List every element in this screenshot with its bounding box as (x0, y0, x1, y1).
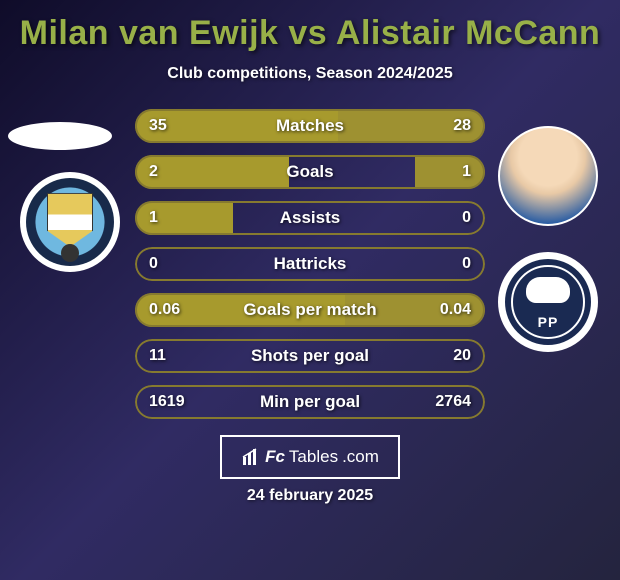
stat-label: Matches (276, 116, 344, 136)
footer-brand-bold: Fc (265, 447, 285, 467)
stat-value-left: 0 (149, 255, 158, 273)
stat-label: Goals (286, 162, 333, 182)
stat-value-right: 28 (453, 117, 471, 135)
stat-label: Min per goal (260, 392, 360, 412)
stat-row: 35 Matches 28 (135, 109, 485, 143)
footer-brand: FcTables.com (220, 435, 400, 479)
stat-label: Hattricks (274, 254, 347, 274)
stat-row: 2 Goals 1 (135, 155, 485, 189)
player-avatar-left (8, 122, 112, 150)
club-badge-left-ball (61, 244, 79, 262)
date-label: 24 february 2025 (0, 487, 620, 505)
stat-row: 1 Assists 0 (135, 201, 485, 235)
stat-value-right: 1 (462, 163, 471, 181)
stat-value-left: 0.06 (149, 301, 180, 319)
stat-value-right: 0.04 (440, 301, 471, 319)
page-title: Milan van Ewijk vs Alistair McCann (0, 14, 620, 53)
stat-value-left: 2 (149, 163, 158, 181)
stat-value-left: 1 (149, 209, 158, 227)
stat-row: 1619 Min per goal 2764 (135, 385, 485, 419)
stat-value-left: 1619 (149, 393, 185, 411)
stats-list: 35Matches282Goals11Assists00Hattricks00.… (135, 109, 485, 419)
stat-fill-right (415, 155, 485, 189)
stat-label: Goals per match (243, 300, 376, 320)
stat-value-right: 2764 (435, 393, 471, 411)
footer-brand-rest: Tables (289, 447, 338, 467)
stat-value-left: 35 (149, 117, 167, 135)
stat-value-right: 20 (453, 347, 471, 365)
stat-label: Shots per goal (251, 346, 369, 366)
club-badge-right-emblem (526, 277, 570, 303)
stat-row: 11 Shots per goal 20 (135, 339, 485, 373)
club-badge-left (20, 172, 120, 272)
footer-brand-suffix: .com (342, 447, 379, 467)
stat-row: 0 Hattricks 0 (135, 247, 485, 281)
subtitle: Club competitions, Season 2024/2025 (0, 65, 620, 83)
player-avatar-right (498, 126, 598, 226)
stat-row: 0.06 Goals per match 0.04 (135, 293, 485, 327)
stat-value-right: 0 (462, 255, 471, 273)
club-badge-right-text: PP (538, 314, 559, 330)
stat-value-right: 0 (462, 209, 471, 227)
stat-fill-left (135, 155, 289, 189)
club-badge-right: PP (498, 252, 598, 352)
stat-label: Assists (280, 208, 340, 228)
stat-value-left: 11 (149, 347, 166, 365)
bars-icon (241, 447, 261, 467)
comparison-infographic: Milan van Ewijk vs Alistair McCann Club … (0, 0, 620, 580)
